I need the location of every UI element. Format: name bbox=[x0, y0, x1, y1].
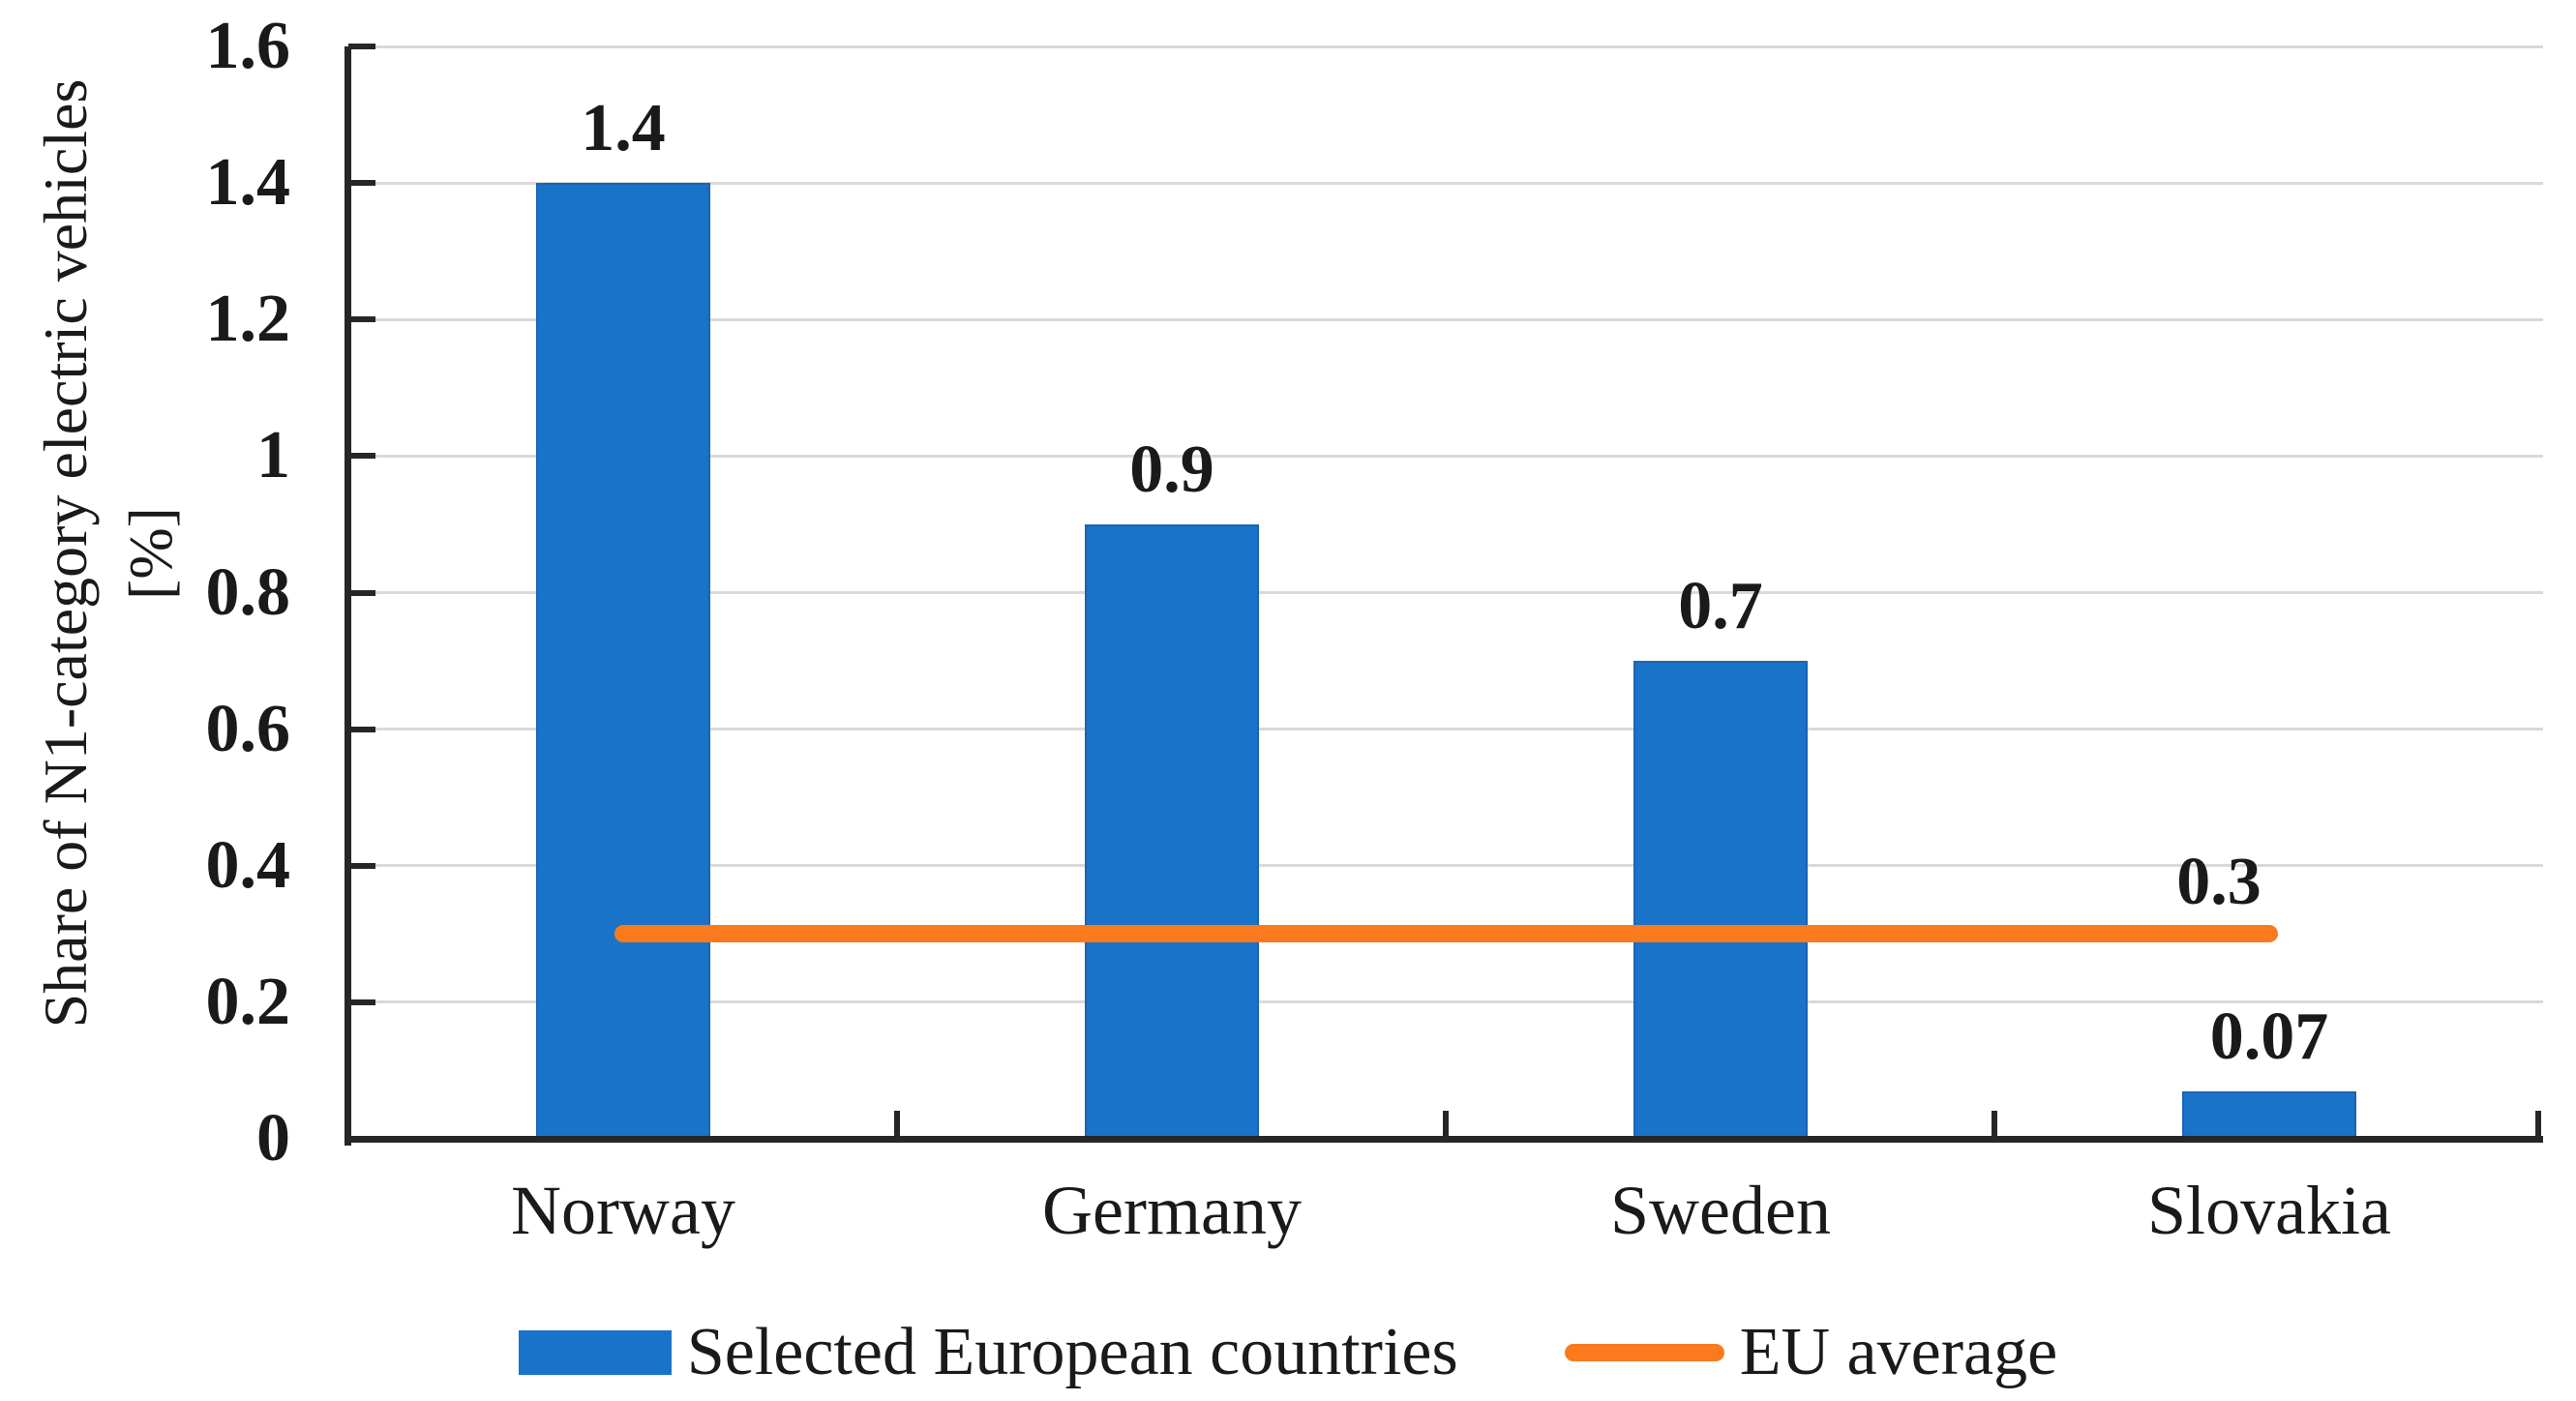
y-gridline bbox=[348, 182, 2543, 185]
y-tick-label: 1.6 bbox=[205, 9, 291, 83]
legend-label-eu-average: EU average bbox=[1739, 1315, 2058, 1389]
y-tick-mark bbox=[348, 727, 375, 732]
bar-norway bbox=[536, 183, 710, 1139]
bar-data-label-sweden: 0.7 bbox=[1678, 569, 1763, 643]
y-tick-mark bbox=[348, 44, 375, 49]
x-tick-mark bbox=[1443, 1111, 1449, 1140]
y-gridline bbox=[348, 728, 2543, 730]
y-tick-label: 0.6 bbox=[205, 692, 291, 766]
bar-germany bbox=[1085, 524, 1259, 1139]
y-gridline bbox=[348, 318, 2543, 321]
y-tick-label: 1.4 bbox=[205, 145, 291, 220]
y-tick-mark bbox=[348, 999, 375, 1005]
eu-average-line bbox=[614, 925, 2278, 942]
x-axis-label-slovakia: Slovakia bbox=[2147, 1172, 2391, 1249]
x-tick-mark bbox=[1992, 1111, 1997, 1140]
y-axis bbox=[344, 46, 351, 1146]
legend-bar-swatch-icon bbox=[518, 1330, 672, 1375]
legend-label-selected-countries: Selected European countries bbox=[686, 1315, 1458, 1389]
legend-item-selected-countries: Selected European countries bbox=[518, 1309, 1458, 1396]
y-gridline bbox=[348, 591, 2543, 594]
bar-data-label-norway: 1.4 bbox=[581, 91, 666, 165]
bar-slovakia bbox=[2182, 1091, 2356, 1139]
x-axis-label-germany: Germany bbox=[1042, 1172, 1302, 1249]
y-tick-mark bbox=[348, 453, 375, 459]
x-axis-label-norway: Norway bbox=[511, 1172, 735, 1249]
y-tick-label: 1.2 bbox=[205, 282, 291, 356]
y-tick-mark bbox=[348, 180, 375, 186]
y-tick-label: 0 bbox=[256, 1101, 290, 1176]
x-tick-mark bbox=[2535, 1111, 2541, 1140]
legend-item-eu-average: EU average bbox=[1564, 1309, 2058, 1396]
y-tick-mark bbox=[348, 863, 375, 869]
legend: Selected European countries EU average bbox=[0, 1306, 2576, 1399]
legend-line-swatch-icon bbox=[1564, 1344, 1724, 1361]
y-gridline bbox=[348, 864, 2543, 867]
y-tick-label: 1 bbox=[256, 418, 290, 492]
y-gridline bbox=[348, 455, 2543, 458]
y-tick-mark bbox=[348, 590, 375, 596]
bar-data-label-germany: 0.9 bbox=[1129, 432, 1214, 507]
y-gridline bbox=[348, 1000, 2543, 1003]
y-tick-label: 0.2 bbox=[205, 965, 291, 1039]
bar-sweden bbox=[1633, 661, 1808, 1139]
x-axis-label-sweden: Sweden bbox=[1610, 1172, 1831, 1249]
y-gridline bbox=[348, 45, 2543, 48]
bar-data-label-slovakia: 0.07 bbox=[2209, 999, 2329, 1074]
eu-average-data-label: 0.3 bbox=[2176, 845, 2261, 919]
x-tick-mark bbox=[894, 1111, 900, 1140]
y-tick-mark bbox=[348, 316, 375, 322]
y-tick-label: 0.8 bbox=[205, 555, 291, 630]
y-tick-label: 0.4 bbox=[205, 828, 291, 903]
